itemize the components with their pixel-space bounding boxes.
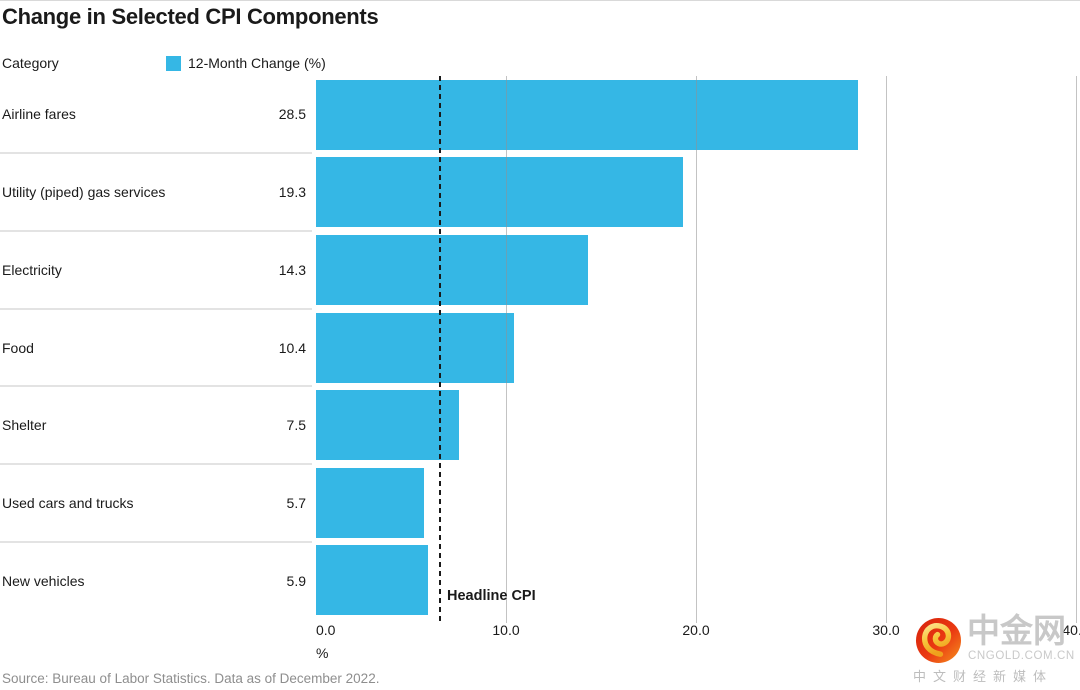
watermark-domain: CNGOLD.COM.CN	[968, 650, 1075, 662]
category-value: 5.7	[286, 495, 306, 512]
x-tick-label: 20.0	[682, 622, 710, 638]
watermark-tagline: 中文财经新媒体	[913, 669, 1054, 684]
cngold-logo-icon	[915, 617, 962, 664]
watermark: 中金网 CNGOLD.COM.CN 中文财经新媒体	[905, 607, 1077, 687]
bar	[316, 79, 858, 150]
bar-row	[316, 386, 1080, 464]
x-axis: % 0.0 10.0 20.0 30.0 40.0	[316, 622, 1080, 667]
bar-plot-area: Headline CPI	[316, 76, 1080, 623]
bar	[316, 545, 429, 616]
bar-row	[316, 464, 1080, 542]
category-label: Food	[2, 339, 34, 356]
category-label: Shelter	[2, 417, 47, 434]
category-value: 10.4	[278, 339, 306, 356]
page-title: Change in Selected CPI Components	[2, 4, 379, 29]
category-value: 5.9	[286, 573, 306, 590]
legend-swatch-icon	[166, 55, 181, 71]
bar	[316, 157, 683, 228]
x-tick-label: 10.0	[492, 622, 520, 638]
category-label: Electricity	[2, 261, 62, 278]
category-row: Utility (piped) gas services 19.3	[0, 151, 312, 230]
category-value: 19.3	[278, 183, 306, 200]
x-tick-label: 30.0	[872, 622, 900, 638]
category-value: 28.5	[278, 105, 306, 122]
category-column-header: Category	[2, 55, 59, 71]
category-value: 14.3	[278, 261, 306, 278]
category-row: Shelter 7.5	[0, 385, 312, 463]
category-label: Airline fares	[2, 105, 76, 122]
source-note: Source: Bureau of Labor Statistics. Data…	[2, 671, 380, 686]
bar	[316, 312, 514, 383]
headline-cpi-label: Headline CPI	[447, 588, 536, 604]
category-value: 7.5	[286, 417, 306, 434]
legend: Category 12-Month Change (%)	[2, 55, 326, 71]
category-labels-column: Airline fares 28.5 Utility (piped) gas ser…	[0, 76, 312, 619]
x-tick-label: 0.0	[316, 622, 336, 638]
watermark-brand-name: 中金网	[967, 612, 1066, 649]
bar	[316, 467, 425, 538]
x-axis-unit-label: %	[316, 645, 329, 661]
gridline	[886, 76, 887, 623]
x-tick-label: 40.0	[1062, 622, 1080, 638]
gridline	[1076, 76, 1077, 623]
headline-cpi-line	[438, 76, 441, 621]
bar-row	[316, 76, 1080, 154]
chart-plot: Airline fares 28.5 Utility (piped) gas ser…	[0, 76, 1080, 623]
category-label: New vehicles	[2, 573, 85, 590]
bar-row	[316, 231, 1080, 309]
bar-row	[316, 309, 1080, 387]
category-row: Airline fares 28.5	[0, 76, 312, 152]
category-row: Food 10.4	[0, 307, 312, 386]
category-label: Utility (piped) gas services	[2, 183, 166, 200]
bar	[316, 234, 588, 305]
gridline	[696, 76, 697, 623]
category-row: Electricity 14.3	[0, 229, 312, 308]
category-label: Used cars and trucks	[2, 495, 134, 512]
gridline	[506, 76, 507, 623]
category-row: New vehicles 5.9	[0, 541, 312, 619]
category-row: Used cars and trucks 5.7	[0, 463, 312, 541]
bar-row	[316, 154, 1080, 232]
bar	[316, 390, 459, 461]
bar-row	[316, 541, 1080, 619]
legend-series-label: 12-Month Change (%)	[188, 55, 326, 71]
